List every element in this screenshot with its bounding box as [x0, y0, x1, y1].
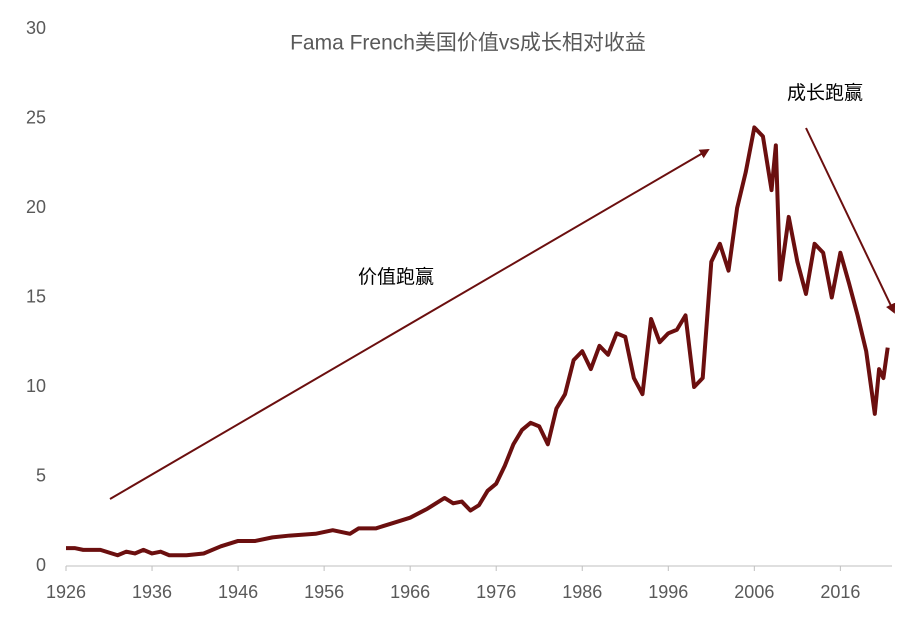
x-tick-label: 1986	[562, 582, 602, 602]
arrow	[109, 148, 710, 500]
x-tick-label: 1946	[218, 582, 258, 602]
x-tick-label: 1956	[304, 582, 344, 602]
line-series	[66, 125, 890, 558]
x-tick-label: 2006	[734, 582, 774, 602]
x-tick-label: 1966	[390, 582, 430, 602]
arrow	[805, 127, 896, 314]
y-tick-label: 10	[26, 376, 46, 396]
y-tick-label: 5	[36, 465, 46, 485]
y-tick-label: 0	[36, 555, 46, 575]
x-tick-label: 1976	[476, 582, 516, 602]
x-tick-label: 1926	[46, 582, 86, 602]
x-tick-label: 2016	[820, 582, 860, 602]
chart-title: Fama French美国价值vs成长相对收益	[290, 32, 646, 55]
x-tick-label: 1996	[648, 582, 688, 602]
y-tick-label: 25	[26, 107, 46, 127]
x-tick-label: 1936	[132, 582, 172, 602]
annotation: 成长跑赢	[787, 82, 863, 104]
y-tick-label: 30	[26, 18, 46, 38]
y-tick-label: 15	[26, 286, 46, 306]
y-tick-label: 20	[26, 197, 46, 217]
annotation: 价值跑赢	[358, 266, 434, 288]
